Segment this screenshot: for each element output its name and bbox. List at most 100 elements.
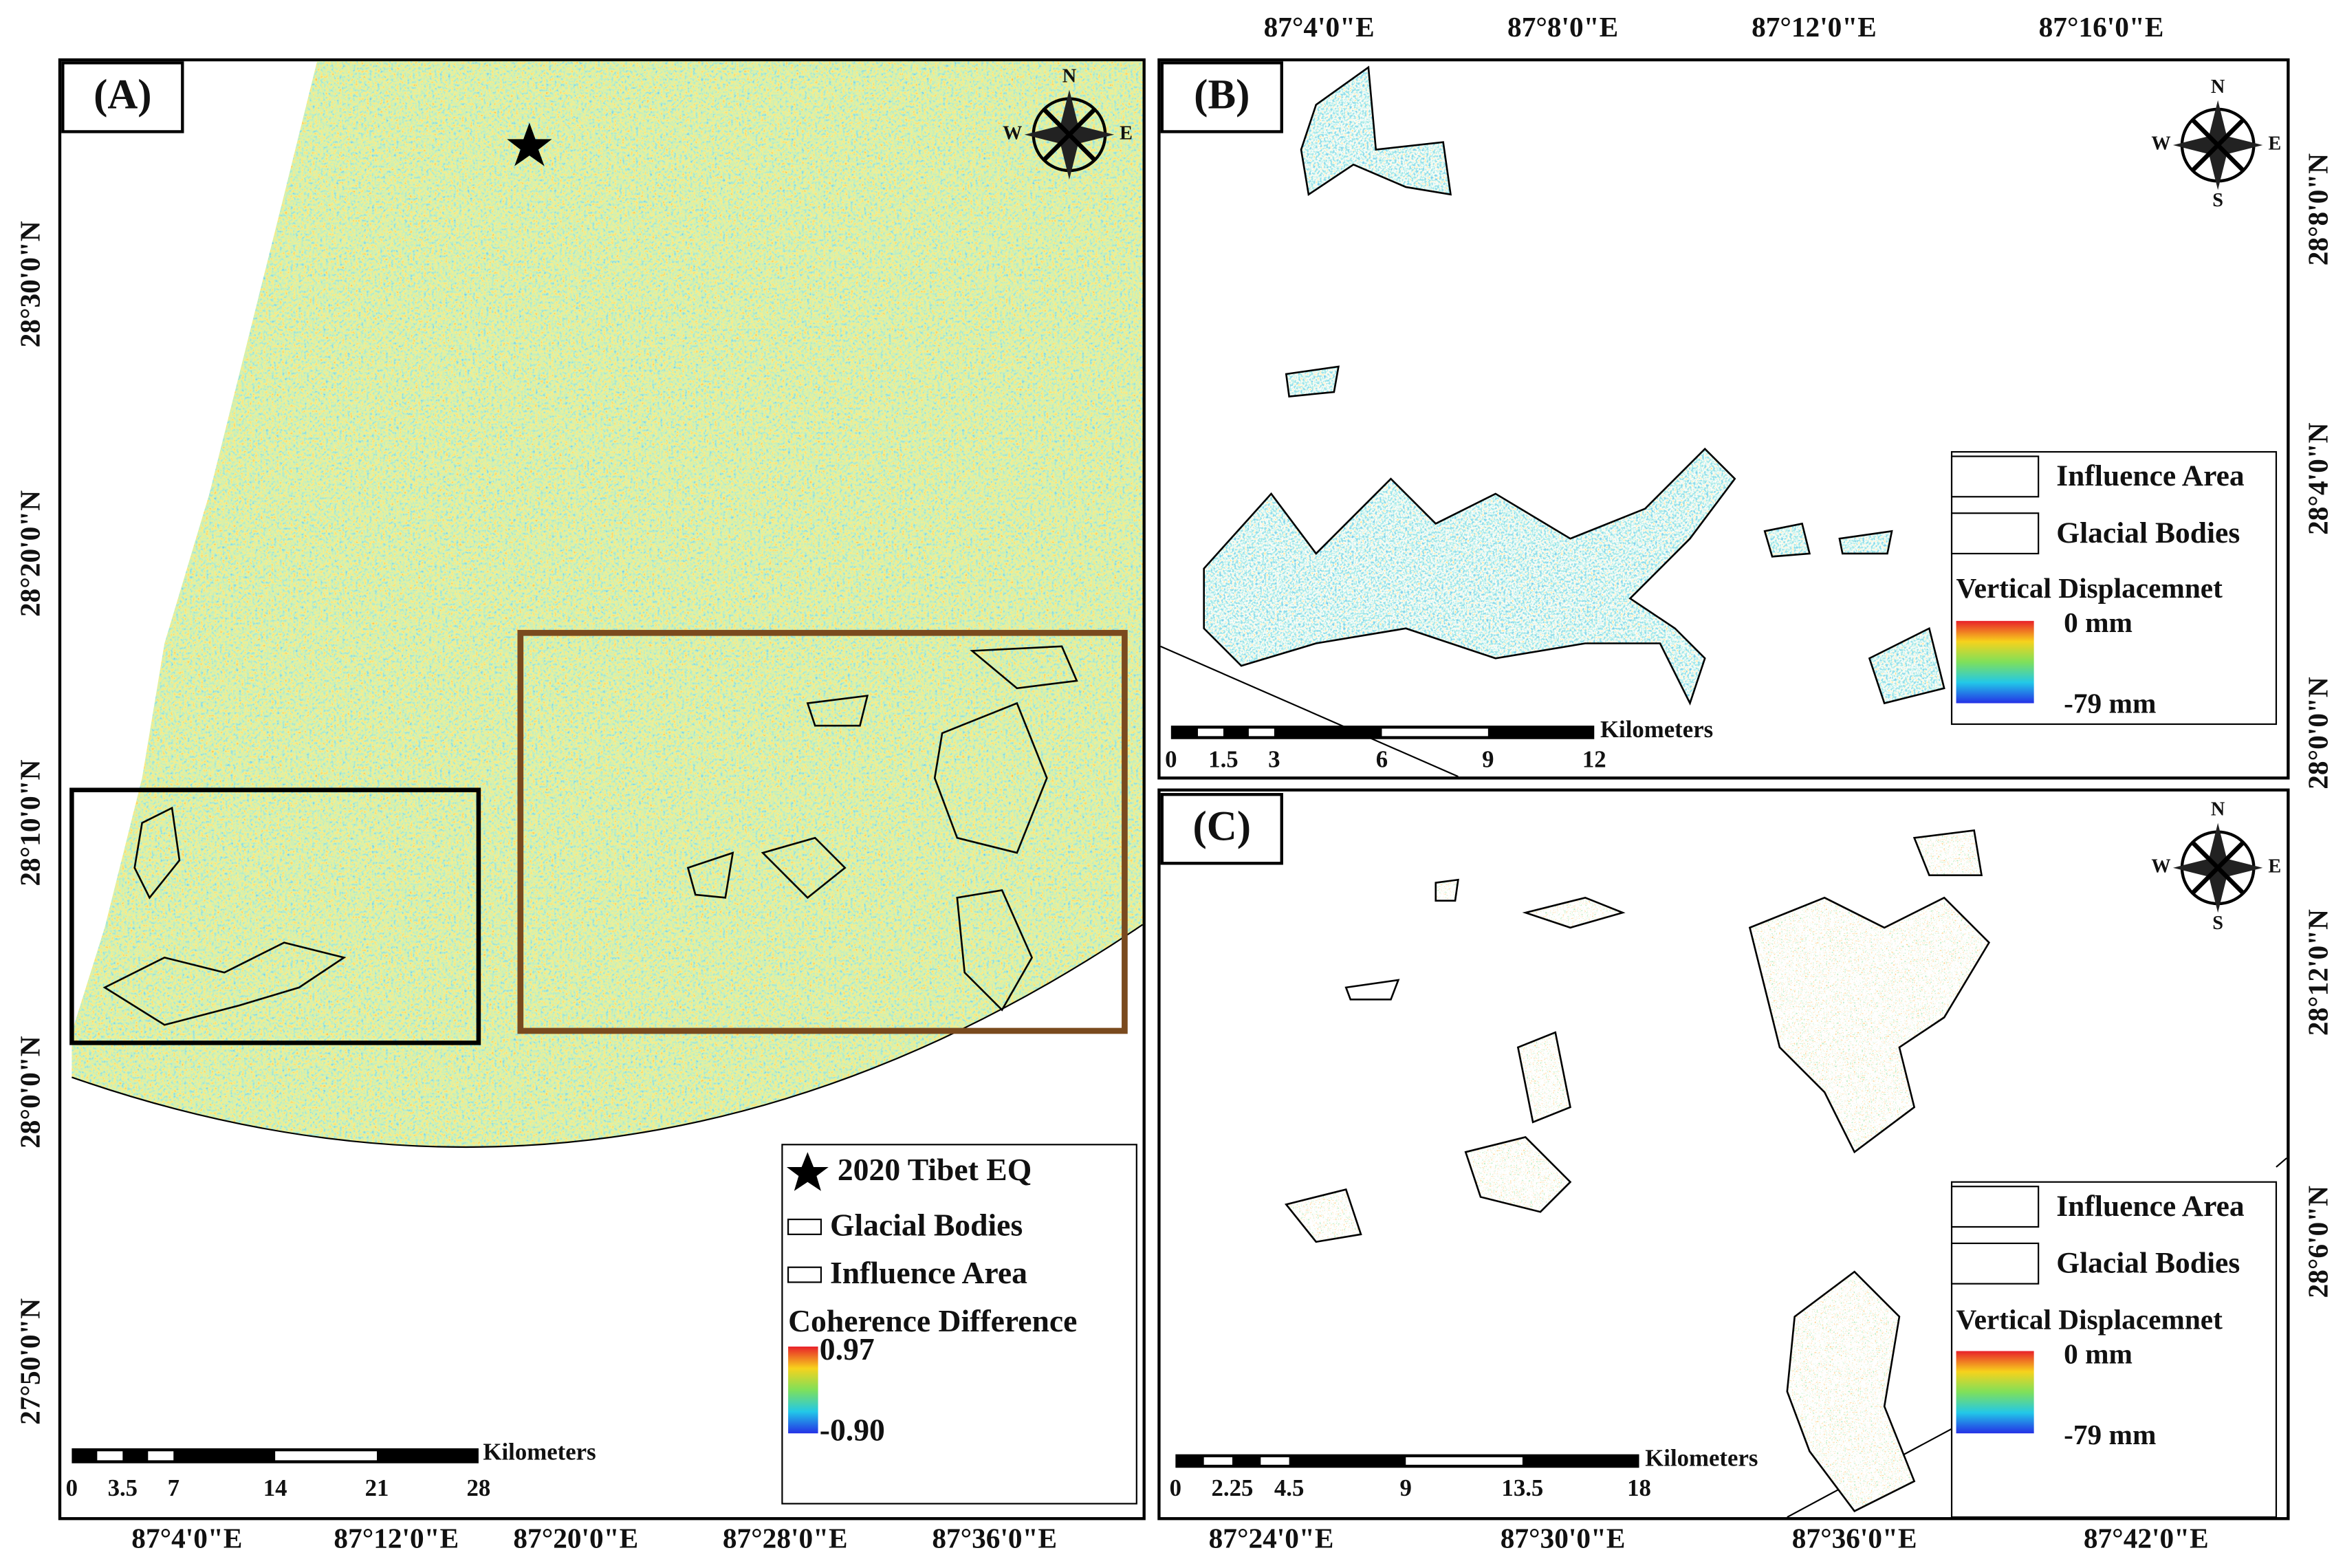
scale-tick-label: 0 <box>1170 1474 1181 1501</box>
glacier <box>970 645 1078 690</box>
scale-bar-segment <box>1382 728 1488 737</box>
panel-label-box <box>1160 793 1283 865</box>
legend-label: Influence Area <box>2056 459 2245 492</box>
scale-tick-label: 9 <box>1400 1474 1412 1501</box>
legend-swatch <box>787 1219 822 1235</box>
scale-tick-label: 28 <box>467 1474 491 1501</box>
compass-rose-diag <box>1042 107 1097 162</box>
colorbar-label: 0.97 <box>820 1331 875 1366</box>
legend-label: Glacial Bodies <box>2056 1247 2240 1280</box>
glacier <box>686 851 734 899</box>
compass-e: E <box>1120 122 1133 144</box>
glacier <box>933 701 1048 854</box>
latitude-label: 28°20'0"N <box>14 490 45 617</box>
scale-bar-segment <box>148 1451 174 1461</box>
compass-w: W <box>2151 856 2170 877</box>
glacier <box>1765 523 1810 557</box>
scale-bar-c <box>1175 1454 1639 1468</box>
scale-tick-label: 7 <box>168 1474 179 1501</box>
panel-label: (C) <box>1193 803 1252 849</box>
legend-box <box>781 1144 1137 1505</box>
colorbar-label: 0 mm <box>2064 1338 2133 1370</box>
glacier <box>1868 627 1945 705</box>
longitude-label: 87°28'0"E <box>723 1522 848 1554</box>
glacier-outlines-c <box>1284 829 1991 1512</box>
glacier <box>1518 1032 1571 1122</box>
glacier-outlines-a <box>102 645 1078 1026</box>
compass-rose-diag <box>2190 118 2245 173</box>
longitude-label: 87°4'0"E <box>1264 11 1375 43</box>
latitude-label: 28°4'0"N <box>2302 422 2334 535</box>
glacier <box>806 695 869 727</box>
scale-bar-segment <box>1406 1457 1523 1465</box>
scale-tick-label: 3 <box>1268 745 1280 772</box>
legend-label: Glacial Bodies <box>2056 516 2240 549</box>
scale-tick-label: 14 <box>263 1474 287 1501</box>
legend-title: Coherence Difference <box>788 1303 1077 1338</box>
scale-tick-label: 3.5 <box>108 1474 138 1501</box>
longitude-label: 87°36'0"E <box>1792 1522 1917 1554</box>
panel-label-box <box>61 61 184 133</box>
legend-swatch <box>787 1266 822 1283</box>
scale-tick-label: 4.5 <box>1274 1474 1304 1501</box>
glacier <box>1914 830 1982 875</box>
scale-tick-label: 1.5 <box>1208 745 1238 772</box>
scale-unit: Kilometers <box>1645 1444 1758 1471</box>
panel-label: (B) <box>1194 72 1250 118</box>
longitude-label: 87°24'0"E <box>1209 1522 1334 1554</box>
longitude-label: 87°20'0"E <box>513 1522 638 1554</box>
coherence-raster <box>72 61 1143 1147</box>
scale-tick-label: 21 <box>365 1474 389 1501</box>
influence-boundary <box>1160 645 1459 778</box>
glacier <box>1522 896 1626 929</box>
scale-tick-label: 0 <box>1165 745 1177 772</box>
colorbar <box>1956 1351 2034 1434</box>
compass-w: W <box>1003 122 1022 144</box>
longitude-label: 87°12'0"E <box>1752 11 1877 43</box>
glacier <box>1286 367 1339 397</box>
glacier <box>1786 1270 1916 1512</box>
panel-label: (A) <box>94 72 152 118</box>
glacier-fills-c <box>1286 830 1989 1512</box>
compass-n: N <box>2211 799 2225 820</box>
glacier <box>1286 1189 1362 1242</box>
legend-title: Vertical Displacemnet <box>1956 572 2223 604</box>
scale-bar-b <box>1170 726 1595 739</box>
glacier <box>1435 880 1459 901</box>
glacier <box>1301 67 1451 195</box>
colorbar-label: 0 mm <box>2064 607 2133 638</box>
longitude-label: 87°4'0"E <box>131 1522 242 1554</box>
latitude-label: 27°50'0"N <box>14 1298 45 1425</box>
compass-s: S <box>2212 190 2223 211</box>
legend-star <box>786 1152 829 1191</box>
legend-label: Influence Area <box>2056 1190 2245 1223</box>
glacier <box>133 806 181 900</box>
glacier <box>1838 530 1893 555</box>
compass-s: S <box>2212 913 2223 934</box>
scale-bar-segment <box>275 1451 378 1461</box>
glacier <box>1749 897 1989 1153</box>
glacier <box>1344 979 1400 1001</box>
scale-unit: Kilometers <box>1600 716 1713 743</box>
legend-label: Glacial Bodies <box>830 1208 1023 1243</box>
longitude-label: 87°30'0"E <box>1501 1522 1626 1554</box>
scale-bar-segment <box>1261 1457 1289 1465</box>
scale-unit: Kilometers <box>483 1439 596 1466</box>
longitude-label: 87°8'0"E <box>1507 11 1618 43</box>
latitude-label: 28°12'0"N <box>2302 909 2334 1036</box>
scale-tick-label: 12 <box>1582 745 1606 772</box>
glacier-outlines-b <box>1203 65 1945 706</box>
compass-rose-diag <box>2190 840 2245 895</box>
longitude-label: 87°12'0"E <box>334 1522 459 1554</box>
colorbar <box>788 1347 818 1434</box>
glacier <box>1435 878 1459 902</box>
latitude-label: 28°8'0"N <box>2302 153 2334 266</box>
scale-tick-label: 18 <box>1627 1474 1651 1501</box>
latitude-label: 28°0'0"N <box>14 1036 45 1148</box>
scale-tick-label: 0 <box>66 1474 78 1501</box>
scale-tick-label: 6 <box>1376 745 1388 772</box>
legend-swatch <box>1950 455 2040 498</box>
scale-bar-a <box>72 1448 479 1463</box>
legend-swatch <box>1950 1242 2040 1285</box>
scale-tick-label: 9 <box>1482 745 1494 772</box>
